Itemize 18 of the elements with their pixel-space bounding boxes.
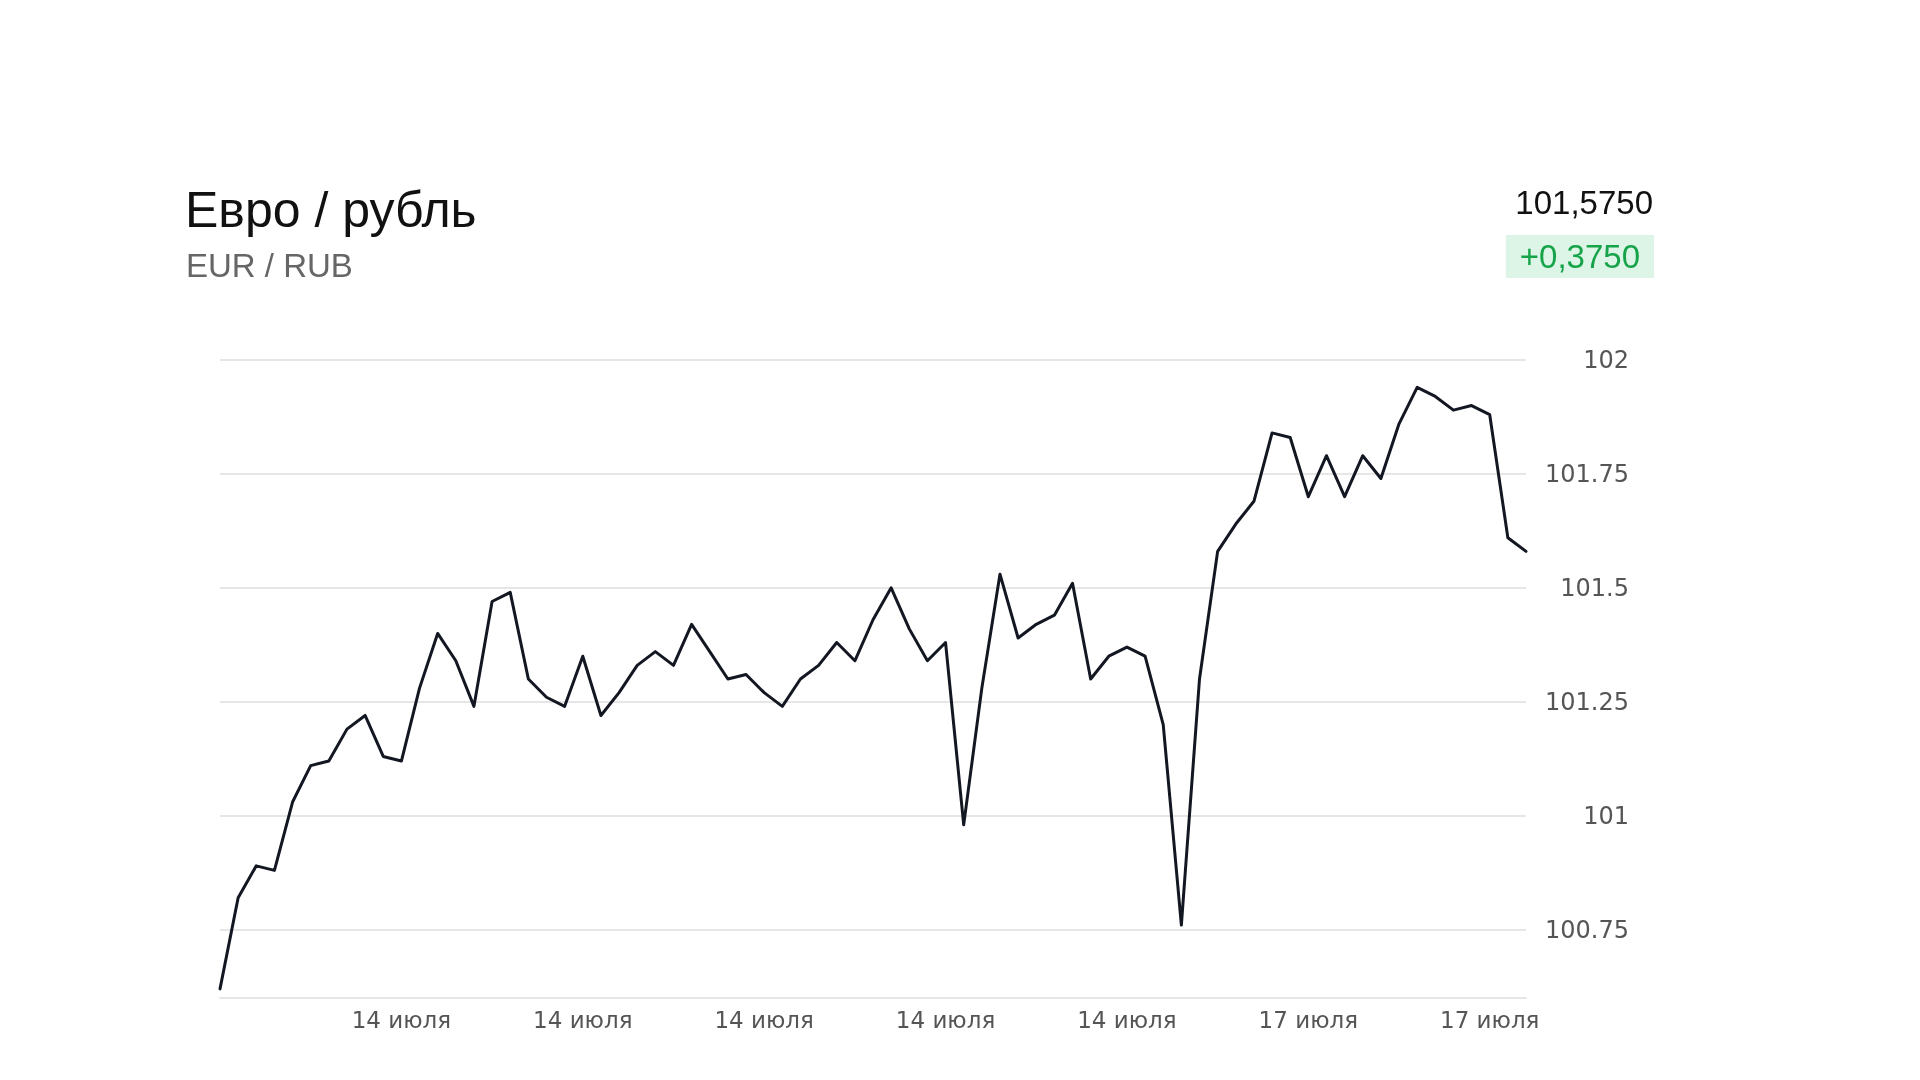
line-series [218, 385, 1528, 991]
x-tick-label: 14 июля [533, 1006, 633, 1033]
y-tick-label: 102 [1583, 346, 1629, 374]
x-tick-label: 17 июля [1258, 1006, 1359, 1033]
text: 101,5750 [1515, 184, 1653, 221]
chart-title: Евро / рубль [185, 182, 477, 238]
x-tick-label: 14 июля [714, 1006, 814, 1033]
text: +0,3750 [1519, 238, 1641, 275]
x-tick-label: 17 июля [1440, 1006, 1540, 1033]
y-tick-label: 101.5 [1560, 573, 1629, 602]
x-tick-label: 14 июля [1077, 1006, 1177, 1033]
y-tick-label: 101 [1583, 801, 1629, 830]
chart-subtitle: EUR / RUB [186, 247, 353, 284]
y-tick-label: 101.25 [1545, 687, 1629, 716]
x-tick-label: 14 июля [895, 1006, 996, 1033]
x-tick-label: 14 июля [351, 1006, 452, 1033]
y-tick-label: 101.75 [1545, 459, 1629, 488]
y-tick-label: 100.75 [1545, 915, 1629, 944]
